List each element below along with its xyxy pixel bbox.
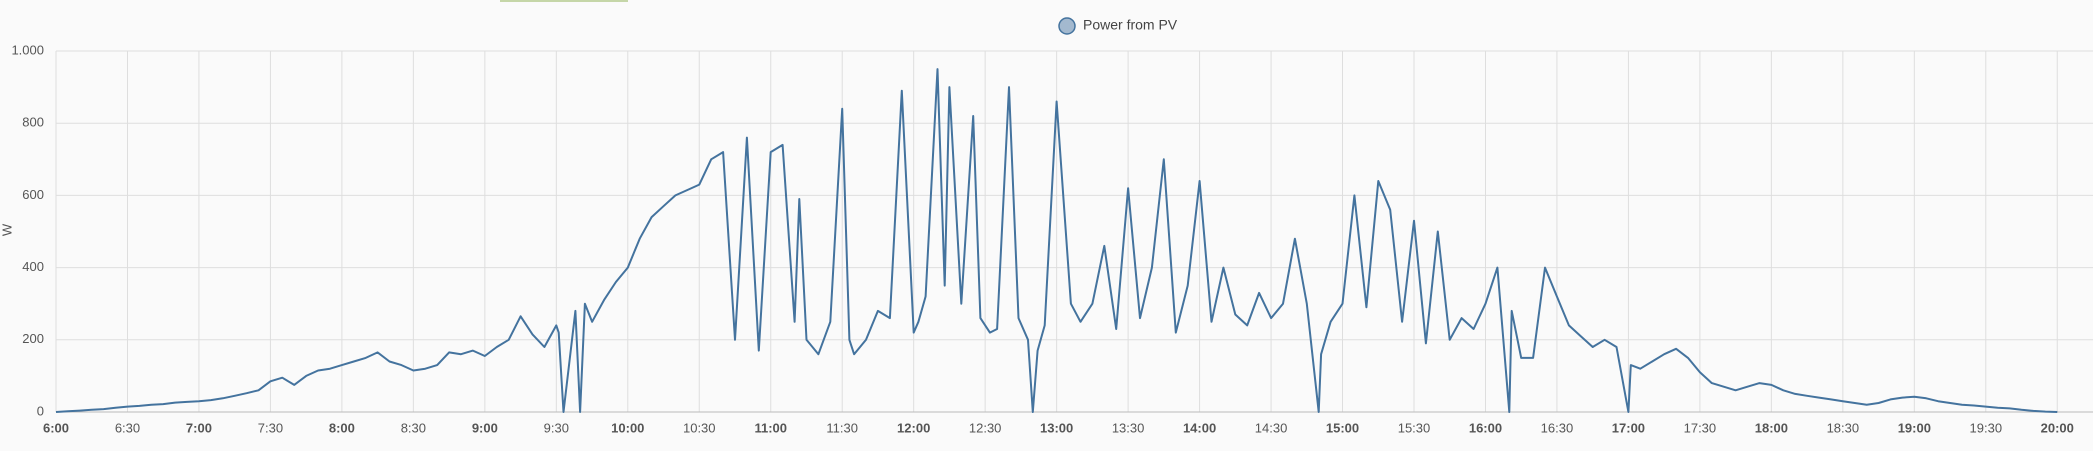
legend-label: Power from PV bbox=[1083, 17, 1178, 33]
y-axis-label: W bbox=[0, 223, 14, 236]
x-tick-label: 17:00 bbox=[1612, 420, 1645, 435]
x-tick-label: 9:00 bbox=[472, 420, 498, 435]
x-tick-label: 12:00 bbox=[897, 420, 930, 435]
x-tick-label: 17:30 bbox=[1684, 420, 1717, 435]
x-tick-label: 11:00 bbox=[754, 420, 787, 435]
legend-marker bbox=[1058, 17, 1076, 35]
x-tick-label: 12:30 bbox=[969, 420, 1002, 435]
data-line bbox=[55, 68, 2058, 413]
x-tick-label: 10:00 bbox=[611, 420, 644, 435]
x-tick-label: 8:30 bbox=[401, 420, 426, 435]
x-tick-label: 6:00 bbox=[43, 420, 69, 435]
y-tick-label: 800 bbox=[22, 115, 44, 130]
y-tick-label: 200 bbox=[22, 331, 44, 346]
x-tick-label: 7:30 bbox=[258, 420, 283, 435]
x-tick-label: 15:30 bbox=[1398, 420, 1431, 435]
x-tick-label: 19:00 bbox=[1898, 420, 1931, 435]
x-tick-label: 11:30 bbox=[826, 420, 858, 435]
x-tick-label: 6:30 bbox=[115, 420, 140, 435]
x-tick-label: 7:00 bbox=[186, 420, 212, 435]
x-tick-label: 10:30 bbox=[683, 420, 716, 435]
x-tick-label: 14:00 bbox=[1183, 420, 1216, 435]
x-tick-label: 18:00 bbox=[1755, 420, 1788, 435]
x-tick-label: 19:30 bbox=[1970, 420, 2003, 435]
x-tick-label: 8:00 bbox=[329, 420, 355, 435]
x-tick-label: 9:30 bbox=[544, 420, 569, 435]
y-tick-label: 600 bbox=[22, 187, 44, 202]
x-tick-label: 16:00 bbox=[1469, 420, 1502, 435]
x-tick-label: 16:30 bbox=[1541, 420, 1574, 435]
x-tick-label: 13:30 bbox=[1112, 420, 1145, 435]
x-tick-label: 14:30 bbox=[1255, 420, 1288, 435]
y-tick-label: 400 bbox=[22, 259, 44, 274]
y-tick-label: 1.000 bbox=[11, 42, 44, 57]
x-tick-label: 20:00 bbox=[2041, 420, 2074, 435]
x-tick-label: 18:30 bbox=[1827, 420, 1860, 435]
x-tick-label: 13:00 bbox=[1040, 420, 1073, 435]
y-tick-label: 0 bbox=[37, 403, 44, 418]
x-tick-label: 15:00 bbox=[1326, 420, 1359, 435]
